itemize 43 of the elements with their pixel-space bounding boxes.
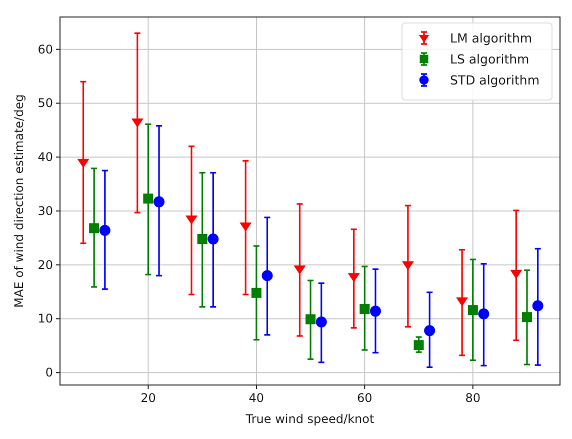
point (522, 312, 532, 322)
y-tick-label: 60 (38, 42, 53, 56)
point (370, 306, 381, 317)
x-tick-label: 80 (465, 391, 481, 405)
point (348, 273, 360, 282)
y-tick-label: 20 (38, 258, 53, 272)
point (240, 222, 252, 232)
point (468, 305, 478, 316)
point (185, 215, 198, 224)
y-tick-label: 0 (45, 366, 53, 380)
x-tick-label: 20 (140, 391, 156, 405)
point (424, 325, 436, 336)
point (294, 266, 306, 275)
point (77, 158, 90, 168)
y-tick-label: 10 (38, 312, 53, 326)
point (131, 118, 144, 128)
y-tick-label: 50 (38, 96, 53, 110)
point (478, 308, 490, 320)
legend-label: STD algorithm (450, 72, 540, 88)
point (414, 340, 424, 350)
legend-label: LM algorithm (450, 30, 532, 46)
point (456, 297, 468, 306)
point (306, 314, 316, 324)
legend-label: LS algorithm (450, 52, 530, 66)
point (99, 224, 110, 236)
y-tick-label: 30 (38, 204, 53, 218)
x-tick-label: 40 (248, 391, 264, 405)
point (143, 194, 154, 204)
point (251, 288, 262, 298)
y-axis-title: MAE of wind direction estimate/deg (12, 94, 26, 308)
point (208, 233, 219, 244)
x-axis-title: True wind speed/knot (244, 412, 374, 426)
y-tick-label: 40 (38, 150, 53, 164)
point (402, 261, 414, 270)
point (154, 196, 165, 208)
point (262, 270, 273, 282)
point (360, 304, 370, 314)
x-tick-label: 60 (357, 391, 372, 405)
point (510, 270, 522, 279)
point (532, 300, 544, 312)
point (89, 223, 100, 234)
point (316, 316, 327, 328)
point (197, 234, 208, 244)
